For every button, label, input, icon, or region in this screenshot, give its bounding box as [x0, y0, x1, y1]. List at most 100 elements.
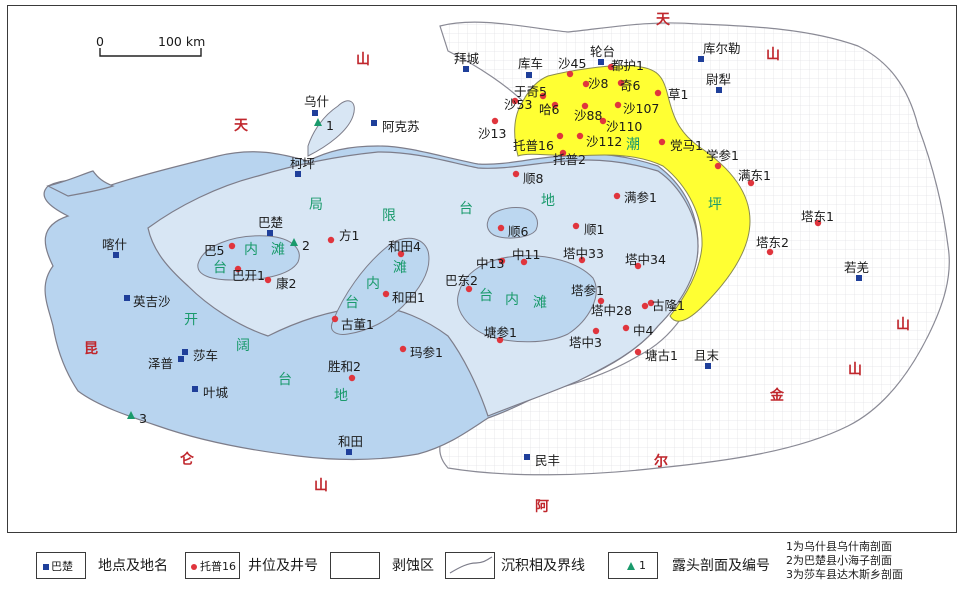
scale-label: 100 km: [158, 34, 205, 49]
tidal-flat-zone: [514, 65, 751, 322]
well-zhong11: 中11: [512, 247, 540, 262]
place-square-icon: [463, 66, 469, 72]
well-dot-icon: [382, 290, 390, 298]
well-dot-icon: [614, 101, 622, 109]
mountain-shan-5: 山: [848, 362, 862, 378]
well-dot-icon: [496, 336, 504, 344]
well-xuecan1: 学参1: [706, 148, 739, 163]
well-dot-icon: [497, 224, 505, 232]
well-dot-icon: [512, 170, 520, 178]
place-square-icon: [124, 295, 130, 301]
legend-outcrop-sample: 1: [639, 559, 646, 572]
place-ruoqiang: 若羌: [844, 260, 869, 275]
well-dot-icon: [556, 132, 564, 140]
well-dot-icon: [397, 250, 405, 258]
place-square-icon: [295, 171, 301, 177]
well-duhu1: 都护1: [611, 58, 644, 73]
well-cao1: 草1: [668, 87, 688, 102]
well-dot-icon: [348, 374, 356, 382]
well-fang1: 方1: [339, 228, 359, 243]
well-dot-icon: [465, 285, 473, 293]
zone-flat2-3: 台: [345, 295, 359, 311]
mountain-a: 阿: [535, 499, 549, 515]
mountain-shan-2: 山: [766, 47, 780, 63]
place-minfeng: 民丰: [535, 453, 560, 468]
outcrop-o2: 2: [302, 238, 310, 253]
well-macan1: 玛参1: [410, 345, 443, 360]
well-hetian4: 和田4: [388, 239, 421, 254]
well-sha8: 沙8: [588, 76, 609, 91]
well-sha88: 沙88: [574, 108, 602, 123]
place-bachu: 巴楚: [258, 215, 284, 230]
place-hotan: 和田: [338, 434, 363, 449]
well-dot-icon: [617, 79, 625, 87]
mountain-er: 尔: [654, 453, 668, 470]
place-square-icon: [312, 110, 318, 116]
scale-bar: 0 100 km: [96, 34, 205, 57]
well-tadong1: 塔东1: [801, 209, 834, 224]
well-tanggu1: 塘古1: [645, 348, 678, 363]
place-square-icon: [716, 87, 722, 93]
place-yengisar: 英吉沙: [133, 294, 171, 309]
place-square-icon: [267, 230, 273, 236]
well-hetian1: 和田1: [392, 290, 425, 305]
legend-place-desc: 地点及地名: [98, 558, 168, 574]
well-dot-icon: [491, 117, 499, 125]
boundary-line-icon: [449, 556, 493, 574]
place-kashgar: 喀什: [102, 237, 127, 252]
well-tadong2: 塔东2: [756, 235, 789, 250]
well-dot-icon: [582, 80, 590, 88]
well-dot-icon: [234, 265, 242, 273]
well-dot-icon: [654, 89, 662, 97]
well-sha110: 沙110: [606, 119, 642, 134]
well-dot-icon: [191, 564, 197, 570]
place-square-icon: [698, 56, 704, 62]
well-shun8: 顺8: [523, 171, 544, 186]
outcrop-markers: 1 2 3: [127, 118, 334, 426]
well-dot-icon: [520, 258, 528, 266]
well-dot-icon: [613, 192, 621, 200]
well-dot-icon: [747, 179, 755, 187]
well-dot-icon: [551, 101, 559, 109]
well-tuopu2: 托普2: [553, 152, 586, 167]
place-square-icon: [178, 356, 184, 362]
outcrop-triangle-icon: [127, 411, 135, 419]
well-dot-icon: [566, 70, 574, 78]
mountain-tian-2: 天: [234, 118, 249, 134]
well-dot-icon: [647, 299, 655, 307]
place-baicheng: 拜城: [454, 51, 480, 66]
well-dot-icon: [607, 63, 615, 71]
well-dot-icon: [597, 297, 605, 305]
zone-tidal-2: 坪: [708, 197, 722, 213]
well-dot-icon: [599, 117, 607, 125]
legend-boundary-box: [445, 552, 495, 579]
well-dot-icon: [576, 132, 584, 140]
well-gulong1: 古隆1: [652, 298, 685, 313]
zone-open-2: 阔: [236, 338, 250, 354]
zone-res-1: 局: [309, 197, 323, 213]
place-square-icon: [346, 449, 352, 455]
well-sha53: 沙53: [504, 97, 532, 112]
zone-res-2: 限: [382, 208, 396, 224]
mountain-shan-1: 山: [356, 52, 370, 68]
place-kalpin: 柯坪: [290, 156, 315, 171]
zone-flat1-3: 滩: [271, 242, 285, 258]
platform-flats-east: [457, 255, 597, 343]
well-dot-icon: [228, 242, 236, 250]
zone-open-3: 台: [278, 372, 292, 388]
well-tazhong28: 塔中28: [591, 303, 632, 318]
place-aksu: 阿克苏: [382, 119, 420, 134]
legend-note-2: 2为巴楚县小海子剖面: [786, 554, 892, 567]
mountain-shan-3: 山: [896, 317, 910, 333]
well-dot-icon: [634, 262, 642, 270]
facies-map: 0 100 km 天 山 天 山 山 昆 仑 山 山 金 尔 阿 开 阔 台 地…: [7, 5, 957, 533]
place-square-icon: [182, 349, 188, 355]
mountain-tian-1: 天: [656, 12, 671, 28]
well-dot-icon: [511, 97, 519, 105]
place-wushi: 乌什: [304, 94, 329, 109]
mountain-kun: 昆: [84, 341, 98, 357]
zone-flat2-2: 滩: [393, 260, 407, 276]
place-square-icon: [524, 454, 530, 460]
